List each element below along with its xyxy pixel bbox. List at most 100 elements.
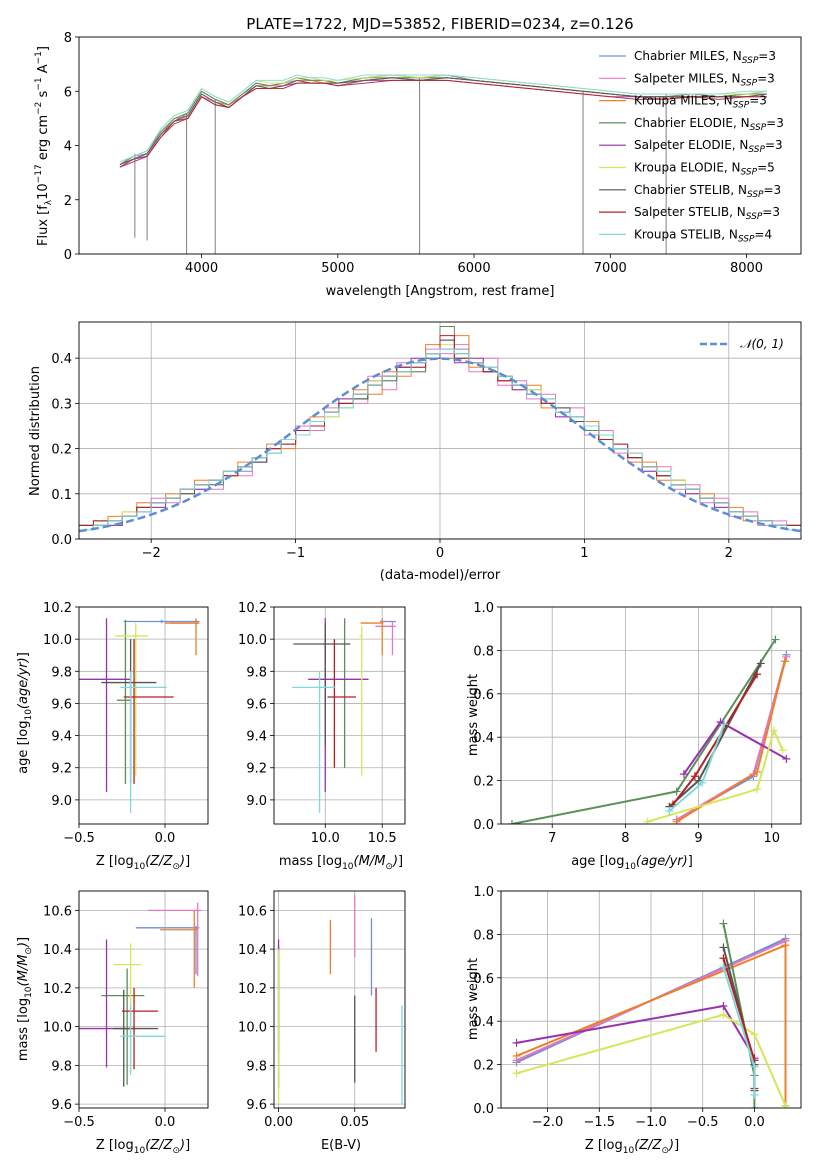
x-tick-label: 0 xyxy=(436,546,444,561)
x-tick-label: 0.0 xyxy=(155,831,176,846)
y-tick-label: 9.6 xyxy=(51,1098,72,1113)
legend-entry-count: =3 xyxy=(758,49,776,63)
mass-weight-marker xyxy=(781,1101,790,1108)
age-vs-mass-xlabel: mass [log10(M/M⊙)] xyxy=(279,854,403,872)
weight-vs-age-ylabel: mass weight xyxy=(466,674,481,756)
y-tick-label: 0.2 xyxy=(51,443,72,458)
residuals-ylabel: Normed distribution xyxy=(28,366,43,496)
mass-weight-marker xyxy=(665,806,674,815)
legend-entry-sub: SSP xyxy=(750,123,767,133)
x-tick-label: 0.0 xyxy=(744,1115,765,1130)
y-tick-label: 0.8 xyxy=(473,928,494,943)
x-tick-label: 5000 xyxy=(321,261,354,276)
spectrum-panel: 4000 5000 6000 7000 8000 0 2 4 6 8 Chabrier MILES,… xyxy=(64,31,802,276)
weight-vs-age-xlabel: age [log10(age/yr)] xyxy=(571,854,693,872)
x-tick-label: 1 xyxy=(580,546,588,561)
y-tick-label: 0.6 xyxy=(473,688,494,703)
legend-entry-sub: SSP xyxy=(741,78,758,88)
weight-vs-z-ylabel: mass weight xyxy=(466,958,481,1040)
y-tick-label: 10.4 xyxy=(43,943,72,958)
x-tick-label: 7000 xyxy=(594,261,627,276)
plot-area xyxy=(292,618,396,813)
mass-weight-marker xyxy=(782,754,791,763)
y-tick-label: 8 xyxy=(64,31,72,46)
legend-entry-sub: SSP xyxy=(741,168,758,178)
x-tick-label: −0.5 xyxy=(687,1115,719,1130)
mass-weight-marker xyxy=(719,962,728,971)
mass-weight-marker xyxy=(781,941,790,950)
legend-entry-name: Salpeter STELIB, N xyxy=(634,205,746,219)
y-tick-label: 6 xyxy=(64,85,72,100)
y-tick-label: 10.0 xyxy=(43,633,72,648)
mass-weight-marker xyxy=(507,820,516,824)
y-tick-label: 10.0 xyxy=(43,1021,72,1036)
mass-vs-z-ylabel: mass [log10(M/M⊙)] xyxy=(16,937,34,1061)
mass-vs-ebv-panel: 0.00 0.05 9.6 9.8 10.0 10.2 10.4 10.6 xyxy=(238,890,406,1130)
y-tick-label: 9.8 xyxy=(246,1059,267,1074)
legend-entry: Salpeter MILES, NSSP=3 xyxy=(634,71,775,88)
y-tick-label: 0.1 xyxy=(51,488,72,503)
y-tick-label: 10.0 xyxy=(238,1021,267,1036)
y-tick-label: 2 xyxy=(64,194,72,209)
x-tick-label: 9 xyxy=(694,831,702,846)
legend-entry-count: =3 xyxy=(757,71,775,85)
plot-area xyxy=(79,326,801,539)
legend-entry-name: Chabrier STELIB, N xyxy=(634,183,747,197)
mass-vs-ebv-xlabel: E(B-V) xyxy=(321,1138,361,1153)
y-tick-label: 9.0 xyxy=(51,794,72,809)
axes-frame xyxy=(500,606,802,825)
mass-weight-marker xyxy=(778,746,787,755)
legend-entry-name: Salpeter MILES, N xyxy=(634,71,741,85)
age-vs-z-panel: −0.5 0.0 9.0 9.2 9.4 9.6 9.8 10.0 10.2 xyxy=(43,601,209,846)
mass-weight-marker xyxy=(719,1002,728,1011)
age-vs-z-ylabel: age [log10(age/yr)] xyxy=(16,652,34,774)
residual-histogram xyxy=(79,348,801,539)
y-tick-label: 0.4 xyxy=(473,1015,494,1030)
x-tick-label: 2 xyxy=(725,546,733,561)
age-vs-mass-panel: 10.0 10.5 9.0 9.2 9.4 9.6 9.8 10.0 10.2 xyxy=(238,601,406,846)
mass-weight-marker xyxy=(512,1038,521,1047)
mass-weight-marker xyxy=(750,1062,759,1071)
x-tick-label: 8000 xyxy=(730,261,763,276)
y-tick-label: 10.0 xyxy=(238,633,267,648)
mass-weight-marker xyxy=(690,772,699,781)
mass-weight-marker xyxy=(782,652,791,661)
x-tick-label: 7 xyxy=(548,831,556,846)
plot-area xyxy=(79,902,202,1087)
mass-weight-marker xyxy=(672,817,681,824)
mass-weight-marker xyxy=(769,726,778,735)
y-tick-label: 9.8 xyxy=(51,1059,72,1074)
x-tick-label: −0.5 xyxy=(63,1115,95,1130)
mass-weight-line xyxy=(647,727,784,823)
legend-entry-name: Kroupa ELODIE, N xyxy=(634,161,741,175)
normal-distribution-curve xyxy=(79,357,801,533)
x-tick-label: 4000 xyxy=(185,261,218,276)
legend-entry-count: =5 xyxy=(757,161,775,175)
mass-weight-marker xyxy=(698,778,707,787)
x-tick-label: −0.5 xyxy=(63,831,95,846)
y-tick-label: 1.0 xyxy=(473,601,494,616)
mass-weight-marker xyxy=(750,1030,759,1039)
y-tick-label: 9.4 xyxy=(51,730,72,745)
y-tick-label: 0.0 xyxy=(473,1102,494,1117)
mass-weight-marker xyxy=(672,787,681,796)
mass-vs-z-xlabel: Z [log10(Z/Z⊙)] xyxy=(96,1138,190,1156)
x-tick-label: −2.0 xyxy=(532,1115,564,1130)
y-tick-label: 0 xyxy=(64,248,72,263)
model-spectrum-line xyxy=(119,74,767,163)
mass-vs-z-panel: −0.5 0.0 9.6 9.8 10.0 10.2 10.4 10.6 xyxy=(43,890,209,1130)
mass-weight-marker xyxy=(643,817,652,824)
mass-weight-marker xyxy=(679,770,688,779)
x-tick-label: 10.5 xyxy=(368,831,397,846)
y-tick-label: 9.2 xyxy=(246,762,267,777)
legend-entry-sub: SSP xyxy=(738,234,755,244)
x-tick-label: −1.0 xyxy=(635,1115,667,1130)
mass-weight-marker xyxy=(753,785,762,794)
x-tick-label: −1.5 xyxy=(583,1115,615,1130)
mass-weight-marker xyxy=(512,1051,521,1060)
legend-entry: Kroupa STELIB, NSSP=4 xyxy=(634,227,772,244)
mass-weight-line xyxy=(516,1013,787,1107)
y-tick-label: 0.2 xyxy=(473,1059,494,1074)
y-tick-label: 10.4 xyxy=(238,943,267,958)
